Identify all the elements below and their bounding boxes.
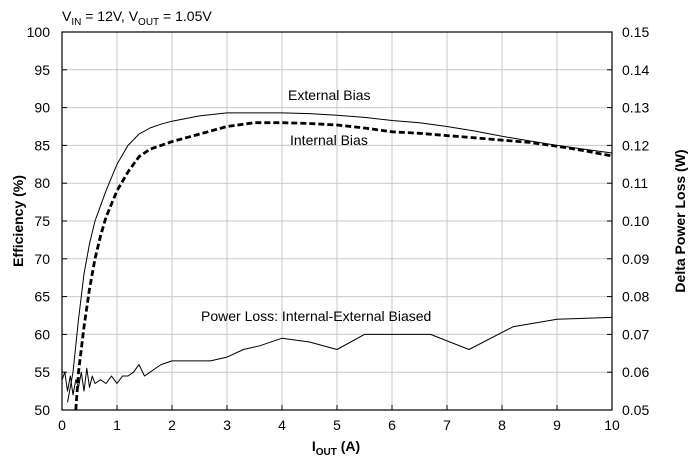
x-tick-label: 3 bbox=[223, 417, 231, 433]
y-right-tick-label: 0.12 bbox=[622, 137, 649, 153]
y-right-tick-label: 0.10 bbox=[622, 213, 649, 229]
y-left-tick-label: 85 bbox=[34, 137, 50, 153]
y-left-tick-label: 50 bbox=[34, 402, 50, 418]
y-right-tick-label: 0.05 bbox=[622, 402, 649, 418]
y-right-ticks: 0.05 0.06 0.07 0.08 0.09 0.10 0.11 0.12 0.13 0.14… bbox=[607, 24, 649, 418]
chart-title: VIN = 12V, VOUT = 1.05V bbox=[62, 8, 212, 28]
y-left-tick-label: 75 bbox=[34, 213, 50, 229]
y-right-tick-label: 0.14 bbox=[622, 62, 649, 78]
y-left-ticks: 50 55 60 65 70 75 80 85 90 95 100 bbox=[27, 24, 67, 418]
y-left-tick-label: 70 bbox=[34, 251, 50, 267]
x-tick-label: 0 bbox=[58, 417, 66, 433]
y-left-tick-label: 65 bbox=[34, 289, 50, 305]
x-tick-label: 10 bbox=[604, 417, 620, 433]
y-left-tick-label: 90 bbox=[34, 100, 50, 116]
y-right-axis-label: Delta Power Loss (W) bbox=[672, 149, 688, 292]
y-left-tick-label: 80 bbox=[34, 175, 50, 191]
y-left-tick-label: 60 bbox=[34, 326, 50, 342]
x-tick-label: 7 bbox=[443, 417, 451, 433]
x-axis-label: IOUT (A) bbox=[312, 438, 360, 456]
x-tick-label: 5 bbox=[333, 417, 341, 433]
y-left-axis-label: Efficiency (%) bbox=[10, 175, 26, 267]
y-right-tick-label: 0.13 bbox=[622, 100, 649, 116]
x-ticks: 0 1 2 3 4 5 6 7 8 9 10 bbox=[58, 405, 620, 433]
y-right-tick-label: 0.09 bbox=[622, 251, 649, 267]
series-external-bias bbox=[67, 112, 613, 403]
annotation-internal-bias: Internal Bias bbox=[290, 132, 368, 148]
y-left-tick-label: 95 bbox=[34, 62, 50, 78]
x-tick-label: 2 bbox=[168, 417, 176, 433]
y-right-tick-label: 0.11 bbox=[622, 175, 648, 191]
y-right-tick-label: 0.15 bbox=[622, 24, 649, 40]
x-tick-label: 9 bbox=[553, 417, 561, 433]
y-right-tick-label: 0.06 bbox=[622, 364, 649, 380]
y-right-tick-label: 0.07 bbox=[622, 326, 649, 342]
annotation-external-bias: External Bias bbox=[288, 87, 370, 103]
y-right-tick-label: 0.08 bbox=[622, 289, 649, 305]
x-tick-label: 6 bbox=[388, 417, 396, 433]
x-tick-label: 4 bbox=[278, 417, 286, 433]
x-tick-label: 8 bbox=[498, 417, 506, 433]
y-left-tick-label: 100 bbox=[27, 24, 51, 40]
series-internal-bias bbox=[74, 121, 613, 411]
series-lines bbox=[61, 112, 613, 411]
annotation-power-loss: Power Loss: Internal-External Biased bbox=[201, 308, 431, 324]
series-power-loss bbox=[61, 316, 613, 396]
x-tick-label: 1 bbox=[113, 417, 121, 433]
y-left-tick-label: 55 bbox=[34, 364, 50, 380]
